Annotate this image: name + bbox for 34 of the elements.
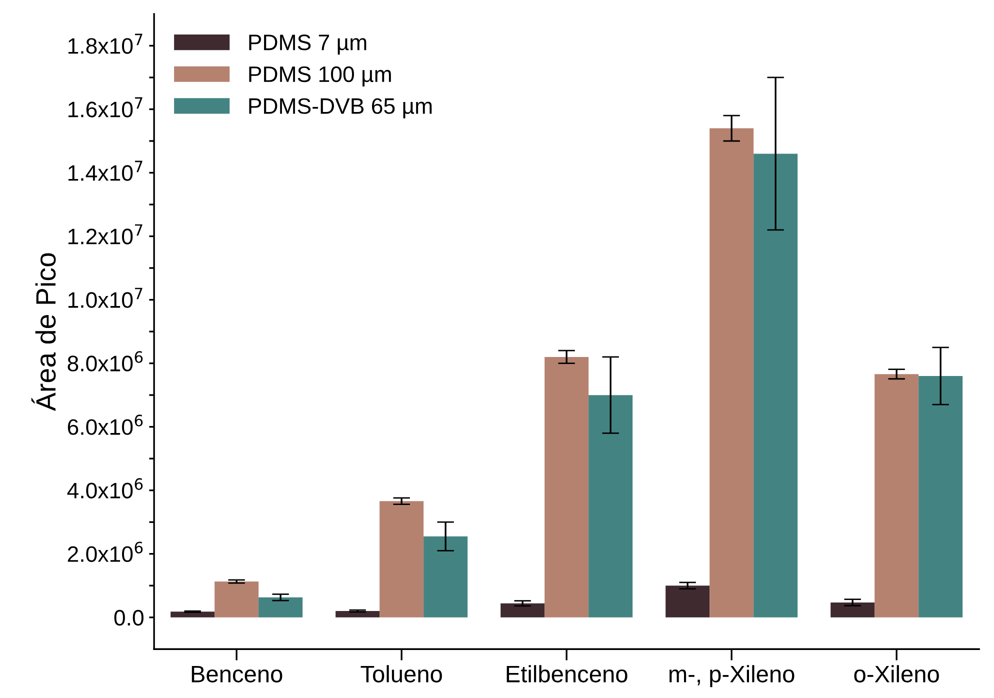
y-tick-label: 1.8x10$^{7}$ xyxy=(68,34,142,54)
y-axis-title: Área de Pico xyxy=(31,253,56,412)
bar xyxy=(500,603,545,618)
legend-label: PDMS 7 µm xyxy=(249,34,366,55)
x-tick-label: o-Xileno xyxy=(854,665,939,682)
bar xyxy=(666,586,710,618)
bar xyxy=(830,602,875,618)
bar xyxy=(874,374,919,618)
bar xyxy=(424,536,468,618)
x-tick-label: m-, p-Xileno xyxy=(670,665,794,688)
y-tick-label: 8.0x10$^{6}$ xyxy=(68,351,143,372)
bar xyxy=(214,581,259,618)
bar xyxy=(544,356,589,618)
legend-label: PDMS 100 µm xyxy=(249,66,391,86)
y-tick-label: 0.0 xyxy=(114,610,144,626)
y-tick-label: 1.4x10$^{7}$ xyxy=(68,160,142,181)
bar xyxy=(170,612,215,618)
bar xyxy=(710,128,754,618)
y-tick-label: 6.0x10$^{6}$ xyxy=(68,414,143,435)
x-tick-label: Etilbenceno xyxy=(506,665,628,682)
bar xyxy=(336,611,380,618)
y-tick-label: 4.0x10$^{6}$ xyxy=(67,478,143,498)
x-tick-label: Benceno xyxy=(192,666,282,682)
bar xyxy=(588,395,633,618)
bar xyxy=(380,501,424,618)
x-tick-label: Tolueno xyxy=(360,665,442,682)
y-tick-label: 1.6x10$^{7}$ xyxy=(68,97,142,118)
legend-label: PDMS-DVB 65 µm xyxy=(249,98,432,118)
bar xyxy=(258,597,303,618)
bar xyxy=(754,154,798,618)
y-tick-label: 1.2x10$^{7}$ xyxy=(68,224,142,244)
bar xyxy=(918,376,963,618)
y-tick-label: 2.0x10$^{6}$ xyxy=(68,542,143,562)
y-tick-label: 1.0x10$^{7}$ xyxy=(68,288,142,308)
